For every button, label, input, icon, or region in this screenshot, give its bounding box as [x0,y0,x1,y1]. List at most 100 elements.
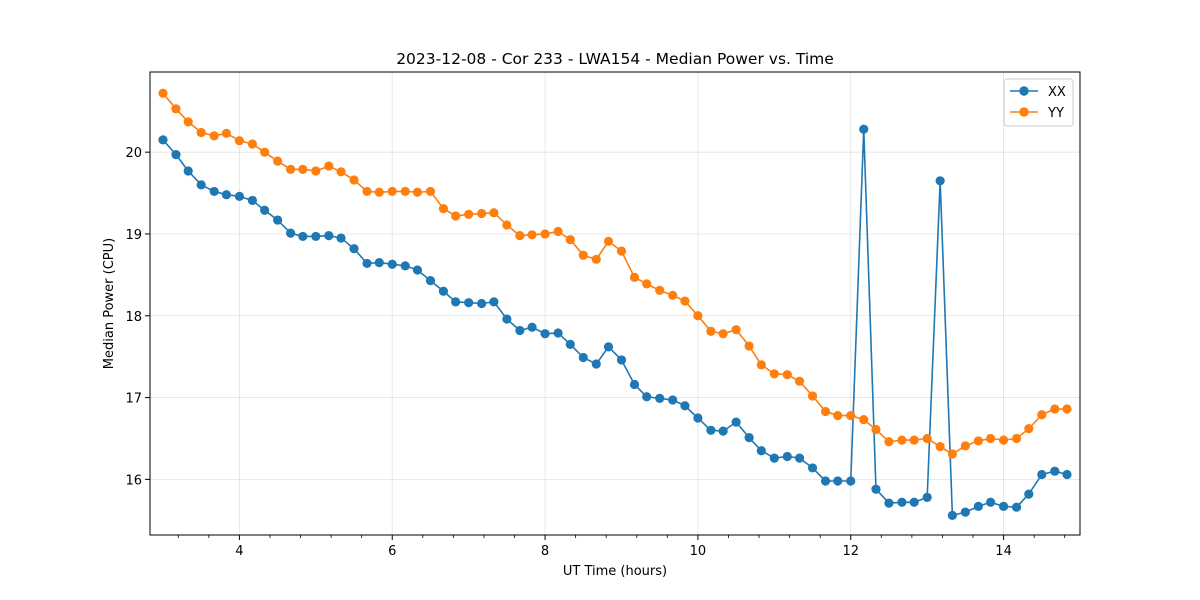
data-point-xx [756,446,766,456]
data-point-yy [642,279,652,289]
data-point-xx [871,484,881,494]
data-point-xx [489,297,499,307]
data-point-xx [998,501,1009,511]
data-point-yy [731,325,741,335]
grid [150,72,1080,535]
data-point-xx [960,507,970,517]
data-point-xx [985,497,996,507]
data-point-yy [464,209,474,219]
data-point-yy [820,406,831,417]
data-point-xx [196,180,206,190]
legend-marker-yy [1019,107,1029,117]
data-point-yy [833,410,843,421]
data-point-xx [591,359,601,369]
legend-label-xx: XX [1048,85,1066,100]
data-point-xx [1037,469,1047,480]
data-point-xx [527,322,537,332]
data-point-yy [273,156,283,166]
data-point-yy [985,433,996,444]
data-point-yy [693,311,703,321]
data-point-yy [668,290,678,300]
data-point-yy [349,175,359,185]
data-point-xx [655,393,665,403]
data-point-xx [922,492,932,502]
data-point-xx [642,392,652,402]
data-point-xx [183,166,193,176]
data-point-yy [1050,404,1060,414]
series-layer [158,88,1072,520]
data-point-xx [477,298,487,309]
data-point-xx [947,510,957,520]
data-point-yy [706,326,716,336]
data-point-yy [947,449,957,459]
series-yy [158,88,1072,459]
data-point-yy [515,231,525,241]
data-point-yy [871,424,881,435]
data-point-yy [412,187,423,197]
data-point-xx [1011,502,1022,512]
x-tick-label: 10 [690,544,707,559]
data-point-yy [502,220,512,230]
data-point-xx [794,453,805,463]
data-point-xx [234,191,245,201]
legend-label-yy: YY [1047,106,1064,121]
data-point-xx [909,497,919,507]
data-point-yy [973,436,983,446]
plot-frame [149,71,1081,536]
data-point-xx [260,205,270,215]
x-tick-label: 12 [842,544,859,559]
data-point-yy [489,208,499,218]
data-point-yy [336,167,346,177]
x-axis-label: UT Time (hours) [563,564,667,579]
data-point-xx [1062,469,1072,480]
data-point-xx [451,297,461,307]
data-point-xx [502,314,512,324]
data-point-yy [629,272,640,282]
data-point-yy [591,254,601,264]
legend: XX YY [1003,78,1074,127]
data-point-yy [794,376,805,386]
data-point-yy [998,435,1009,445]
data-point-xx [680,401,690,411]
data-point-yy [960,441,970,451]
data-point-yy [286,164,296,174]
x-tick-label: 8 [541,544,549,559]
data-point-yy [782,370,792,380]
data-point-yy [400,186,410,197]
chart-title: 2023-12-08 - Cor 233 - LWA154 - Median P… [396,50,834,68]
data-point-xx [884,498,894,508]
data-point-xx [324,231,334,241]
data-point-yy [527,230,537,240]
data-point-yy [1011,433,1022,444]
data-point-yy [744,341,754,351]
data-point-xx [859,124,869,134]
data-point-yy [718,329,728,339]
data-point-xx [706,425,716,435]
data-point-xx [973,501,983,511]
data-point-xx [438,286,449,296]
data-point-yy [209,131,219,141]
data-point-xx [718,426,728,436]
data-point-yy [298,164,308,174]
data-point-xx [425,276,436,286]
data-point-yy [1062,404,1072,414]
data-point-yy [553,226,563,237]
data-point-yy [221,128,232,138]
y-axis-label: Median Power (CPU) [102,238,117,369]
data-point-yy [565,235,575,245]
data-point-xx [1024,489,1034,499]
data-point-xx [565,339,575,349]
data-point-xx [616,355,627,365]
data-point-xx [374,258,384,268]
data-point-yy [769,369,779,379]
data-point-yy [655,285,665,296]
data-point-xx [286,228,296,238]
data-point-xx [515,325,525,336]
data-point-xx [158,135,168,145]
data-point-xx [833,476,843,486]
data-point-yy [311,166,321,176]
data-point-xx [298,231,308,242]
y-axis: 16 17 18 19 20 [125,146,150,488]
